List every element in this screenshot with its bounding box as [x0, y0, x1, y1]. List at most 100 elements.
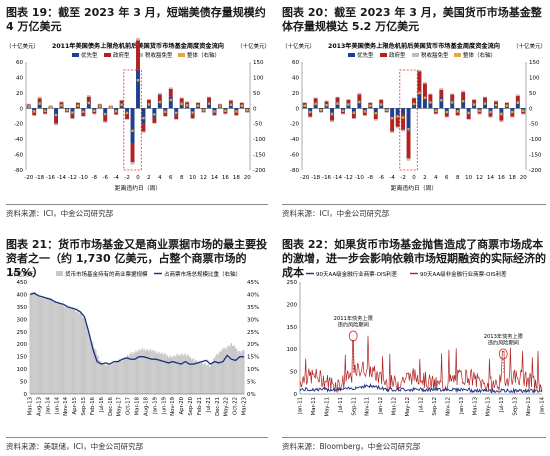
y2-tick-label: -50	[529, 122, 538, 128]
total-point	[489, 110, 492, 114]
total-point	[390, 116, 394, 120]
bar	[455, 115, 460, 116]
bar	[515, 94, 520, 96]
bar	[422, 83, 427, 100]
bar	[515, 95, 520, 102]
x-tick-label: Oct-17	[126, 397, 132, 415]
area-bar	[108, 364, 110, 394]
area-bar	[107, 362, 109, 394]
bar	[223, 113, 228, 115]
area-bar	[208, 366, 210, 394]
area-bar	[162, 354, 164, 394]
area-bar	[243, 350, 245, 394]
total-point	[136, 79, 140, 82]
area-bar	[150, 349, 152, 394]
bar	[26, 103, 31, 105]
x-tick-label: -2	[124, 175, 129, 181]
y-tick-label: 400	[17, 292, 28, 298]
x-tick-label: -18	[311, 175, 320, 181]
bar	[510, 108, 515, 113]
annotation-text: 2011年债务上限	[334, 314, 373, 322]
total-point	[98, 105, 101, 108]
source-note: 资料来源：美联储，ICI，中金公司研究部	[6, 442, 144, 451]
bar	[406, 158, 411, 161]
y2-tick-label: 45%	[247, 280, 259, 286]
x-tick-label: -12	[344, 175, 353, 181]
x-tick-label: Jan-11	[298, 397, 304, 415]
y-tick-label: 20	[16, 91, 23, 97]
area-bar	[48, 298, 50, 394]
area-bar	[77, 310, 79, 394]
bar	[417, 94, 422, 109]
bar	[130, 143, 135, 163]
bar	[401, 114, 406, 130]
bar	[395, 116, 400, 127]
bar	[439, 89, 444, 98]
bar	[362, 115, 367, 116]
bar	[207, 97, 211, 102]
y-tick-label: 40	[16, 75, 23, 81]
bar	[313, 98, 318, 103]
area-bar	[200, 363, 202, 394]
annotation-circle	[498, 348, 508, 360]
bar	[472, 99, 477, 104]
x-tick-label: Apr-20	[179, 396, 185, 414]
y2-tick-label: 0	[529, 106, 533, 112]
area-bar	[35, 294, 37, 394]
bar	[319, 110, 324, 113]
bar	[444, 112, 449, 117]
bar	[433, 111, 438, 114]
area-bar	[57, 301, 59, 394]
area-bar	[218, 352, 220, 394]
y-tick-label: -40	[14, 137, 23, 143]
bar	[357, 92, 362, 95]
y-tick-label: 0	[294, 392, 298, 398]
total-point	[423, 96, 427, 99]
area-bar	[214, 358, 216, 394]
total-point	[207, 102, 211, 105]
y-tick-label: 200	[287, 302, 298, 308]
x-tick-label: 8	[180, 175, 184, 181]
bar	[65, 112, 69, 113]
x-tick-label: Sep-11	[351, 397, 357, 416]
area-bar	[113, 363, 115, 394]
area-bar	[109, 363, 111, 394]
bar	[37, 98, 42, 103]
total-point	[93, 109, 96, 112]
bar	[488, 116, 493, 118]
bar	[70, 114, 75, 119]
x-tick-label: Dec-16	[108, 396, 114, 416]
area-bar	[154, 351, 156, 394]
y2-tick-label: -200	[529, 168, 542, 174]
area-bar	[167, 357, 170, 394]
total-point	[429, 101, 432, 104]
area-bar	[124, 358, 127, 394]
bar	[351, 118, 356, 120]
area-bar	[85, 323, 87, 394]
area-bar	[202, 364, 204, 394]
bar	[217, 104, 222, 106]
bar	[346, 99, 351, 100]
legend-label: 90天AA级金融行业商票-OIS利差	[316, 270, 398, 278]
y2-tick-label: -100	[529, 137, 542, 143]
total-point	[483, 102, 487, 105]
total-point	[314, 102, 317, 106]
x-tick-label: May-22	[224, 397, 230, 417]
total-point	[235, 110, 238, 113]
total-point	[511, 110, 514, 114]
total-point	[185, 104, 189, 107]
total-point	[43, 109, 47, 112]
y2-tick-label: 25%	[247, 330, 259, 336]
area-bar	[93, 347, 95, 394]
bar	[86, 96, 91, 102]
x-tick-label: -10	[79, 175, 88, 181]
x-axis-title: 距离违约日（周）	[391, 184, 437, 192]
y-tick-label: -60	[14, 153, 23, 159]
total-point	[104, 112, 107, 116]
area-bar	[183, 354, 185, 394]
total-point	[169, 98, 172, 102]
y2-tick-label: 30%	[247, 317, 259, 323]
total-point	[478, 109, 481, 112]
area-bar	[163, 353, 165, 394]
bar	[157, 92, 162, 95]
